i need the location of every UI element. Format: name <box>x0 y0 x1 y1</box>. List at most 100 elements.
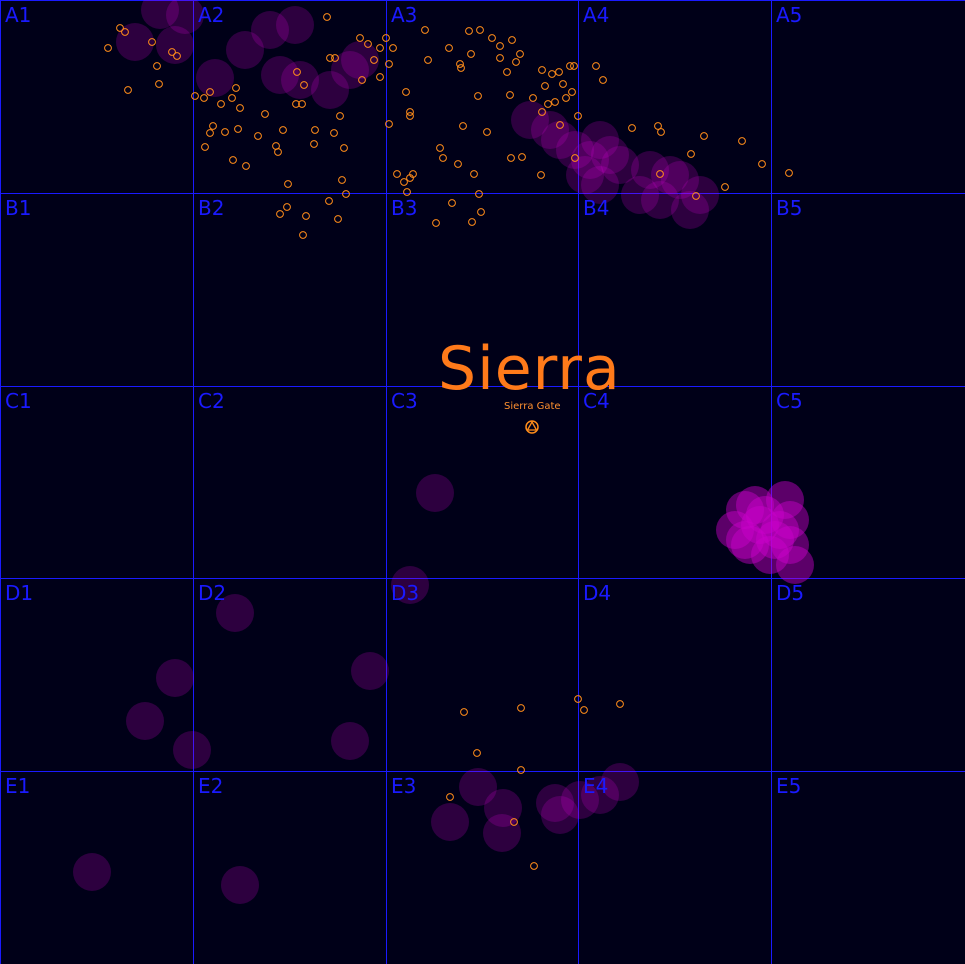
system-marker[interactable] <box>544 100 552 108</box>
system-marker[interactable] <box>570 62 578 70</box>
system-marker[interactable] <box>376 73 384 81</box>
system-marker[interactable] <box>311 126 319 134</box>
system-marker[interactable] <box>538 66 546 74</box>
system-marker[interactable] <box>406 108 414 116</box>
system-marker[interactable] <box>530 862 538 870</box>
system-marker[interactable] <box>517 704 525 712</box>
system-marker[interactable] <box>340 144 348 152</box>
system-marker[interactable] <box>496 54 504 62</box>
system-marker[interactable] <box>475 190 483 198</box>
system-marker[interactable] <box>334 215 342 223</box>
system-marker[interactable] <box>153 62 161 70</box>
system-marker[interactable] <box>364 40 372 48</box>
system-marker[interactable] <box>382 34 390 42</box>
system-marker[interactable] <box>503 68 511 76</box>
system-marker[interactable] <box>574 695 582 703</box>
system-marker[interactable] <box>409 170 417 178</box>
system-marker[interactable] <box>385 120 393 128</box>
poi-label[interactable]: Sierra Gate <box>504 401 561 412</box>
system-marker[interactable] <box>656 170 664 178</box>
system-marker[interactable] <box>488 34 496 42</box>
system-marker[interactable] <box>657 128 665 136</box>
system-marker[interactable] <box>496 42 504 50</box>
system-marker[interactable] <box>236 104 244 112</box>
system-marker[interactable] <box>473 749 481 757</box>
system-marker[interactable] <box>191 92 199 100</box>
system-marker[interactable] <box>402 88 410 96</box>
system-marker[interactable] <box>200 94 208 102</box>
system-marker[interactable] <box>692 192 700 200</box>
system-marker[interactable] <box>299 231 307 239</box>
system-marker[interactable] <box>336 112 344 120</box>
system-marker[interactable] <box>274 148 282 156</box>
system-marker[interactable] <box>104 44 112 52</box>
system-marker[interactable] <box>302 212 310 220</box>
system-marker[interactable] <box>548 70 556 78</box>
system-marker[interactable] <box>338 176 346 184</box>
system-marker[interactable] <box>599 76 607 84</box>
system-marker[interactable] <box>616 700 624 708</box>
system-marker[interactable] <box>325 197 333 205</box>
system-marker[interactable] <box>555 68 563 76</box>
system-marker[interactable] <box>470 170 478 178</box>
system-marker[interactable] <box>201 143 209 151</box>
system-marker[interactable] <box>342 190 350 198</box>
system-marker[interactable] <box>738 137 746 145</box>
system-marker[interactable] <box>507 154 515 162</box>
system-marker[interactable] <box>474 92 482 100</box>
system-marker[interactable] <box>551 98 559 106</box>
system-marker[interactable] <box>506 91 514 99</box>
system-marker[interactable] <box>510 818 518 826</box>
system-marker[interactable] <box>424 56 432 64</box>
system-marker[interactable] <box>292 100 300 108</box>
system-marker[interactable] <box>556 121 564 129</box>
system-marker[interactable] <box>512 58 520 66</box>
system-marker[interactable] <box>483 128 491 136</box>
system-marker[interactable] <box>356 34 364 42</box>
system-marker[interactable] <box>421 26 429 34</box>
system-marker[interactable] <box>541 82 549 90</box>
system-marker[interactable] <box>592 62 600 70</box>
system-marker[interactable] <box>448 199 456 207</box>
system-marker[interactable] <box>721 183 729 191</box>
system-marker[interactable] <box>310 140 318 148</box>
system-marker[interactable] <box>234 125 242 133</box>
system-marker[interactable] <box>477 208 485 216</box>
system-marker[interactable] <box>389 44 397 52</box>
system-marker[interactable] <box>529 94 537 102</box>
system-marker[interactable] <box>284 180 292 188</box>
system-marker[interactable] <box>571 154 579 162</box>
system-marker[interactable] <box>370 56 378 64</box>
system-marker[interactable] <box>537 171 545 179</box>
system-marker[interactable] <box>331 54 339 62</box>
system-marker[interactable] <box>242 162 250 170</box>
system-marker[interactable] <box>468 218 476 226</box>
system-marker[interactable] <box>403 188 411 196</box>
system-marker[interactable] <box>445 44 453 52</box>
system-marker[interactable] <box>298 100 306 108</box>
system-marker[interactable] <box>568 88 576 96</box>
system-marker[interactable] <box>406 112 414 120</box>
system-marker[interactable] <box>465 27 473 35</box>
system-marker[interactable] <box>276 210 284 218</box>
system-marker[interactable] <box>538 108 546 116</box>
system-marker[interactable] <box>173 52 181 60</box>
system-marker[interactable] <box>432 219 440 227</box>
system-marker[interactable] <box>376 44 384 52</box>
system-marker[interactable] <box>654 122 662 130</box>
system-marker[interactable] <box>467 50 475 58</box>
system-marker[interactable] <box>279 126 287 134</box>
system-marker[interactable] <box>116 24 124 32</box>
system-marker[interactable] <box>358 76 366 84</box>
system-marker[interactable] <box>283 203 291 211</box>
system-marker[interactable] <box>508 36 516 44</box>
system-marker[interactable] <box>460 708 468 716</box>
system-marker[interactable] <box>229 156 237 164</box>
system-marker[interactable] <box>439 154 447 162</box>
system-marker[interactable] <box>293 68 301 76</box>
system-marker[interactable] <box>436 144 444 152</box>
system-marker[interactable] <box>700 132 708 140</box>
system-marker[interactable] <box>687 150 695 158</box>
system-marker[interactable] <box>456 60 464 68</box>
